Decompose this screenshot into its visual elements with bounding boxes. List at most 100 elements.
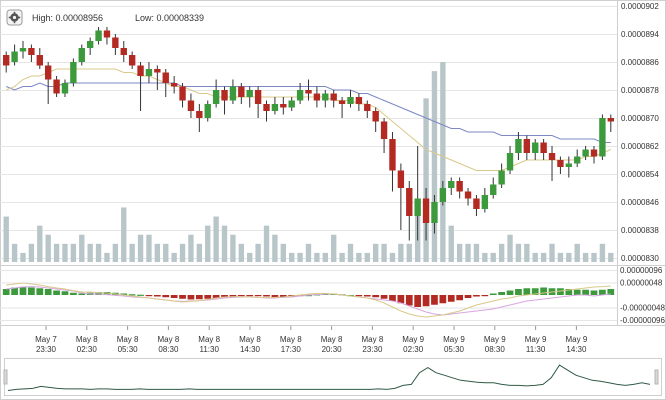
candle	[44, 62, 52, 104]
volume-bar	[347, 243, 354, 262]
candle	[53, 76, 60, 97]
candle	[372, 107, 379, 132]
navigator-handle-left[interactable]	[3, 369, 8, 385]
candle	[574, 149, 581, 167]
volume-bar	[3, 216, 9, 262]
macd-histogram-bar	[456, 295, 464, 301]
macd-histogram-bar	[254, 295, 262, 297]
volume-bar	[171, 252, 177, 262]
volume-bar	[372, 243, 379, 262]
macd-grid	[0, 270, 617, 321]
candle	[607, 114, 614, 132]
candle	[95, 27, 102, 45]
time-tick-time: 14:30	[566, 345, 587, 354]
candle	[380, 118, 388, 153]
candle	[254, 86, 262, 118]
candle	[322, 90, 329, 108]
macd-histogram-bar	[170, 295, 178, 298]
macd-histogram-bar	[573, 289, 581, 295]
time-tick-time: 23:30	[362, 345, 383, 354]
time-tick-time: 02:30	[403, 345, 424, 354]
volume-bar	[53, 243, 60, 262]
candle	[422, 188, 430, 241]
volume-bar	[137, 234, 144, 262]
price-tick-label: 0.0000902	[621, 2, 659, 11]
macd-histogram-bar	[439, 295, 447, 304]
volume-bar	[406, 243, 412, 262]
volume-bar	[238, 243, 245, 262]
price-tick-label: 0.0000878	[621, 86, 659, 95]
macd-histogram-bar	[565, 289, 573, 295]
candle	[103, 27, 111, 45]
candle	[523, 135, 531, 160]
volume-bar	[196, 243, 203, 262]
candle	[11, 44, 18, 66]
time-tick-time: 14:30	[240, 345, 261, 354]
price-tick-label: 0.0000838	[621, 226, 659, 235]
candle	[112, 34, 119, 55]
macd-histogram-bar	[405, 295, 413, 306]
volume-bar	[515, 243, 522, 262]
candle	[532, 139, 539, 160]
volume-bar	[112, 243, 119, 262]
volume-bar	[540, 252, 547, 262]
volume-bar	[104, 252, 110, 262]
volume-bar	[20, 252, 26, 262]
candle	[162, 69, 169, 97]
macd-histogram-bar	[447, 295, 455, 302]
macd-tick-label: -0.00000096	[620, 316, 665, 325]
macd-histogram-bar	[355, 295, 363, 297]
candle	[196, 104, 203, 132]
macd-tick-label: 0.00000096	[620, 266, 663, 275]
volume-bar	[599, 243, 606, 262]
volume-bar	[45, 234, 51, 262]
navigator-panel[interactable]	[4, 358, 662, 396]
macd-tick-label: -0.00000048	[620, 304, 665, 313]
candle	[456, 177, 463, 199]
volume-bar	[473, 243, 480, 262]
macd-histogram-bar	[120, 293, 128, 295]
volume-bar	[566, 252, 572, 262]
volume-bar	[263, 225, 270, 262]
time-tick-time: 08:30	[485, 345, 506, 354]
volume-bar	[456, 243, 463, 262]
volume-bar	[205, 225, 211, 262]
candle	[296, 83, 304, 104]
time-tick-date: May 9	[484, 335, 506, 344]
volume-bar	[129, 243, 135, 262]
navigator-handle-right[interactable]	[654, 369, 659, 385]
volume-bar	[28, 243, 35, 262]
volume-bar	[70, 243, 77, 262]
price-tick-label: 0.0000854	[621, 170, 659, 179]
macd-axis: 0.00000096 0.00000048 -0.00000048 -0.000000…	[620, 266, 665, 325]
time-tick-time: 20:30	[322, 345, 343, 354]
candle	[548, 146, 556, 181]
volume-bar	[356, 252, 362, 262]
macd-histogram-bar	[128, 294, 136, 296]
time-tick-time: 05:30	[118, 345, 139, 354]
price-tick-label: 0.0000846	[621, 198, 659, 207]
macd-signal-line	[6, 286, 611, 316]
candle	[473, 195, 480, 216]
macd-histogram-bar	[78, 293, 86, 295]
macd-histogram-bar	[237, 295, 245, 297]
time-tick-date: May 8	[362, 335, 384, 344]
volume-bar	[221, 225, 228, 262]
candle	[305, 79, 312, 101]
candle	[347, 90, 354, 108]
candle	[313, 86, 321, 108]
volume-bar	[465, 243, 471, 262]
volume-bar	[532, 252, 538, 262]
volume-bar	[322, 252, 328, 262]
macd-histogram-bar	[523, 288, 531, 295]
settings-button[interactable]	[6, 9, 23, 26]
candle	[397, 163, 405, 230]
volume-bar	[591, 252, 597, 262]
macd-histogram-bar	[498, 292, 505, 295]
time-tick-time: 08:30	[158, 345, 179, 354]
macd-histogram-bar	[414, 295, 422, 307]
volume-bar	[440, 62, 446, 262]
volume-bar	[339, 252, 345, 262]
price-tick-label: 0.0000894	[621, 30, 659, 39]
